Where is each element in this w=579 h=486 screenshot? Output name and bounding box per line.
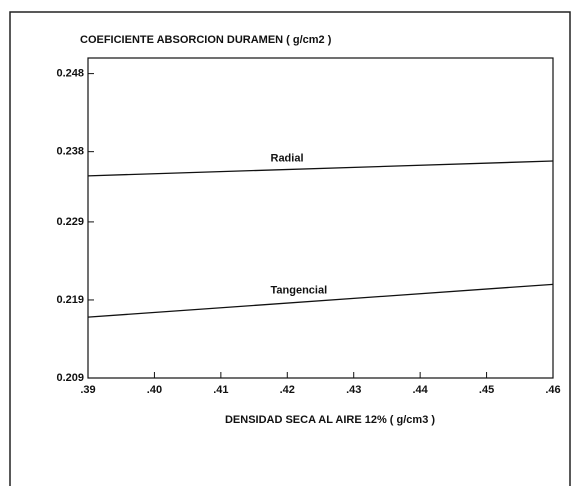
series-label: Tangencial (271, 285, 328, 297)
series-label: Radial (271, 152, 304, 164)
x-tick-label: .46 (545, 384, 560, 396)
chart-title: COEFICIENTE ABSORCION DURAMEN ( g/cm2 ) (80, 34, 332, 46)
y-tick-label: 0.248 (56, 68, 84, 80)
x-tick-label: .42 (280, 384, 295, 396)
x-tick-label: .41 (213, 384, 228, 396)
x-tick-label: .43 (346, 384, 361, 396)
x-tick-label: .44 (412, 384, 428, 396)
y-tick-label: 0.229 (56, 216, 84, 228)
x-tick-label: .40 (147, 384, 162, 396)
y-tick-label: 0.238 (56, 146, 84, 158)
plot-frame (87, 57, 554, 379)
series-line (87, 283, 554, 318)
x-tick-label: .45 (479, 384, 494, 396)
page-frame (9, 11, 571, 486)
series-line (87, 160, 554, 177)
x-axis-label: DENSIDAD SECA AL AIRE 12% ( g/cm3 ) (225, 414, 435, 426)
x-tick-label: .39 (80, 384, 95, 396)
y-tick-label: 0.219 (56, 294, 84, 306)
y-tick-label: 0.209 (56, 372, 84, 384)
